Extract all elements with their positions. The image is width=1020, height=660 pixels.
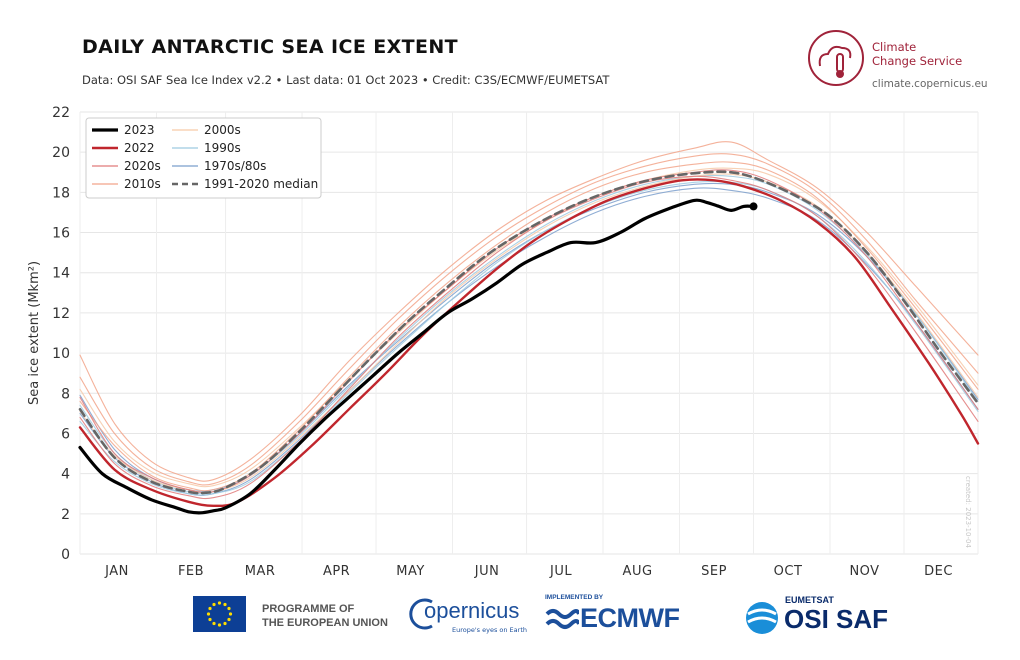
- y-tick-label: 6: [61, 426, 70, 442]
- copernicus-tagline: Europe's eyes on Earth: [452, 626, 527, 634]
- c3s-logo[interactable]: Climate Change Service climate.copernicu…: [806, 24, 1006, 94]
- chart-subtitle: Data: OSI SAF Sea Ice Index v2.2 • Last …: [82, 73, 610, 87]
- eumetsat-label: EUMETSAT: [785, 595, 834, 605]
- series-line-c2010s: [79, 141, 979, 482]
- series-line-c2000s: [79, 173, 979, 494]
- osi-saf-logo-text: OSI SAF: [784, 604, 889, 634]
- c3s-url: climate.copernicus.eu: [872, 78, 988, 90]
- x-tick-label: OCT: [774, 564, 803, 579]
- y-tick-label: 22: [52, 105, 70, 121]
- y-tick-label: 16: [52, 226, 70, 242]
- legend-label: 2010s: [124, 177, 161, 191]
- copernicus-logo-text: opernicus: [424, 598, 520, 623]
- y-tick-label: 10: [52, 346, 70, 362]
- series-line-c2022: [78, 178, 980, 508]
- y-tick-label: 0: [61, 547, 70, 563]
- legend-label: 2000s: [204, 123, 241, 137]
- legend-label: 2022: [124, 141, 155, 155]
- osi-saf-globe-icon: [746, 602, 778, 634]
- x-tick-label: JAN: [104, 564, 129, 579]
- y-tick-label: 14: [52, 266, 70, 282]
- y-tick-label: 12: [52, 306, 70, 322]
- eu-programme-text: PROGRAMME OF THE EUROPEAN UNION: [262, 603, 388, 629]
- y-tick-label: 8: [61, 386, 70, 402]
- y-axis-label: Sea ice extent (Mkm²): [27, 261, 42, 405]
- y-tick-label: 2: [61, 507, 70, 523]
- ecmwf-wave-icon: [545, 609, 579, 629]
- ecmwf-logo-text: ECMWF: [580, 603, 680, 633]
- ecmwf-implemented-by: IMPLEMENTED BY: [545, 594, 604, 601]
- x-tick-label: SEP: [701, 564, 727, 579]
- series-line-c1970s80s: [79, 182, 979, 492]
- eu-flag-icon: [193, 596, 246, 632]
- series-line-c1990s: [79, 174, 979, 495]
- series-line-median: [78, 170, 980, 495]
- x-tick-label: MAR: [245, 564, 276, 579]
- y-tick-label: 18: [52, 185, 70, 201]
- series-line-c2020s: [79, 175, 979, 500]
- legend-box: [85, 117, 322, 199]
- y-tick-label: 20: [52, 145, 70, 161]
- series-end-marker: [749, 202, 758, 211]
- c3s-name: Climate Change Service: [872, 40, 963, 68]
- x-tick-label: FEB: [178, 564, 204, 579]
- series-line-c2023: [78, 198, 756, 515]
- c3s-emblem-icon: [808, 30, 864, 86]
- legend-label: 1970s/80s: [204, 159, 266, 173]
- x-tick-label: JUN: [474, 564, 500, 579]
- series-line-c2010s: [79, 153, 979, 486]
- y-tick-label: 4: [61, 467, 70, 483]
- legend-label: 2023: [124, 123, 155, 137]
- x-tick-label: APR: [323, 564, 350, 579]
- series-line-c2000s: [79, 167, 979, 488]
- series-line-c2020s: [79, 169, 979, 494]
- x-tick-label: AUG: [623, 564, 653, 579]
- x-tick-label: JUL: [549, 564, 572, 579]
- legend-label: 1991-2020 median: [204, 177, 318, 191]
- series-line-c2010s: [79, 161, 979, 492]
- chart-title: DAILY ANTARCTIC SEA ICE EXTENT: [82, 36, 459, 58]
- legend-label: 2020s: [124, 159, 161, 173]
- x-tick-label: MAY: [396, 564, 425, 579]
- footer-logos: PROGRAMME OF THE EUROPEAN UNION opernicu…: [0, 590, 1020, 650]
- side-credit: created: 2023-10-04: [964, 476, 972, 548]
- copernicus-logo-icon: [409, 598, 433, 630]
- legend-label: 1990s: [204, 141, 241, 155]
- x-tick-label: NOV: [849, 564, 879, 579]
- x-tick-label: DEC: [924, 564, 953, 579]
